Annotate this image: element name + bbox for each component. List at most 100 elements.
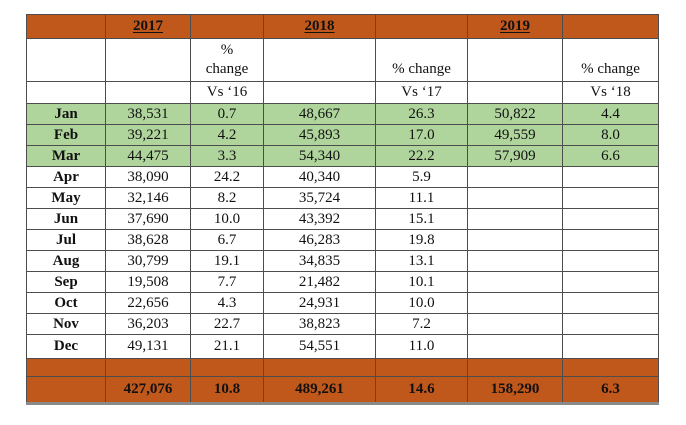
- total-2018: 489,261: [263, 376, 376, 404]
- cell: 0.7: [190, 103, 264, 125]
- cell: 57,909: [467, 145, 563, 167]
- cell-blank: [190, 14, 264, 39]
- cell-blank: [375, 358, 468, 377]
- cell: 6.6: [562, 145, 659, 167]
- cell: [562, 208, 659, 230]
- month-label: Jun: [26, 208, 106, 230]
- year-label: 2017: [133, 18, 163, 35]
- month-label: Aug: [26, 250, 106, 272]
- month-label: Jan: [26, 103, 106, 125]
- cell: 39,221: [105, 124, 191, 146]
- cell: 15.1: [375, 208, 468, 230]
- cell: 10.0: [190, 208, 264, 230]
- cell: 4.2: [190, 124, 264, 146]
- cell: [562, 187, 659, 209]
- cell: 7.2: [375, 313, 468, 335]
- cell-blank: [467, 358, 563, 377]
- pct-change-2017-header: % change: [190, 38, 264, 82]
- cell-blank: [263, 81, 376, 104]
- cell: 8.0: [562, 124, 659, 146]
- month-label: May: [26, 187, 106, 209]
- month-label: Dec: [26, 334, 106, 359]
- cell: 26.3: [375, 103, 468, 125]
- cell-blank: [562, 358, 659, 377]
- cell: 30,799: [105, 250, 191, 272]
- row-may: May 32,146 8.2 35,724 11.1: [26, 187, 659, 209]
- cell-blank: [26, 38, 106, 82]
- row-apr: Apr 38,090 24.2 40,340 5.9: [26, 166, 659, 188]
- cell: 6.7: [190, 229, 264, 251]
- cell: 5.9: [375, 166, 468, 188]
- cell: [562, 313, 659, 335]
- month-label: Mar: [26, 145, 106, 167]
- cell: 21,482: [263, 271, 376, 293]
- cell: [467, 166, 563, 188]
- row-dec: Dec 49,131 21.1 54,551 11.0: [26, 334, 659, 359]
- row-jul: Jul 38,628 6.7 46,283 19.8: [26, 229, 659, 251]
- cell: [562, 334, 659, 359]
- cell: [562, 166, 659, 188]
- total-2019: 158,290: [467, 376, 563, 404]
- cell: 46,283: [263, 229, 376, 251]
- cell: 38,628: [105, 229, 191, 251]
- cell-blank: [263, 38, 376, 82]
- vs-2017-header: Vs ‘16: [190, 81, 264, 104]
- year-2018-header: 2018: [263, 14, 376, 39]
- row-oct: Oct 22,656 4.3 24,931 10.0: [26, 292, 659, 314]
- cell: 19,508: [105, 271, 191, 293]
- cell: [562, 292, 659, 314]
- totals-row: 427,076 10.8 489,261 14.6 158,290 6.3: [26, 376, 659, 404]
- year-2019-header: 2019: [467, 14, 563, 39]
- year-label: 2019: [500, 18, 530, 35]
- cell: [562, 271, 659, 293]
- cell: 11.1: [375, 187, 468, 209]
- cell: 17.0: [375, 124, 468, 146]
- cell: 22.7: [190, 313, 264, 335]
- cell: 10.0: [375, 292, 468, 314]
- vs-header-row: Vs ‘16 Vs ‘17 Vs ‘18: [26, 81, 659, 104]
- spacer-row: [26, 358, 659, 377]
- cell: [467, 271, 563, 293]
- cell-blank: [105, 358, 191, 377]
- cell: 19.1: [190, 250, 264, 272]
- cell: 19.8: [375, 229, 468, 251]
- cell: 36,203: [105, 313, 191, 335]
- cell-blank: [190, 358, 264, 377]
- cell: 22.2: [375, 145, 468, 167]
- cell: 4.3: [190, 292, 264, 314]
- year-2017-header: 2017: [105, 14, 191, 39]
- total-pct-2018: 14.6: [375, 376, 468, 404]
- cell: 48,667: [263, 103, 376, 125]
- cell: 54,340: [263, 145, 376, 167]
- cell: 21.1: [190, 334, 264, 359]
- cell-blank: [105, 81, 191, 104]
- cell: 43,392: [263, 208, 376, 230]
- cell: [467, 334, 563, 359]
- total-pct-2019: 6.3: [562, 376, 659, 404]
- year-header-row: 2017 2018 2019: [26, 14, 659, 39]
- pct-change-label: % change: [205, 41, 249, 78]
- month-label: Nov: [26, 313, 106, 335]
- total-2017: 427,076: [105, 376, 191, 404]
- cell-blank: [26, 376, 106, 404]
- row-feb: Feb 39,221 4.2 45,893 17.0 49,559 8.0: [26, 124, 659, 146]
- cell: 35,724: [263, 187, 376, 209]
- cell: 50,822: [467, 103, 563, 125]
- cell: [562, 229, 659, 251]
- cell: 8.2: [190, 187, 264, 209]
- cell: 54,551: [263, 334, 376, 359]
- cell: [467, 187, 563, 209]
- cell: 24,931: [263, 292, 376, 314]
- cell: [467, 313, 563, 335]
- total-pct-2017: 10.8: [190, 376, 264, 404]
- cell-blank: [562, 14, 659, 39]
- monthly-data-table-wrap: 2017 2018 2019 % change % change % chang…: [26, 14, 659, 405]
- cell: 49,559: [467, 124, 563, 146]
- row-mar: Mar 44,475 3.3 54,340 22.2 57,909 6.6: [26, 145, 659, 167]
- cell-blank: [26, 81, 106, 104]
- year-label: 2018: [304, 18, 335, 35]
- monthly-data-table: 2017 2018 2019 % change % change % chang…: [26, 14, 659, 405]
- cell-blank: [467, 81, 563, 104]
- month-label: Jul: [26, 229, 106, 251]
- cell-blank: [467, 38, 563, 82]
